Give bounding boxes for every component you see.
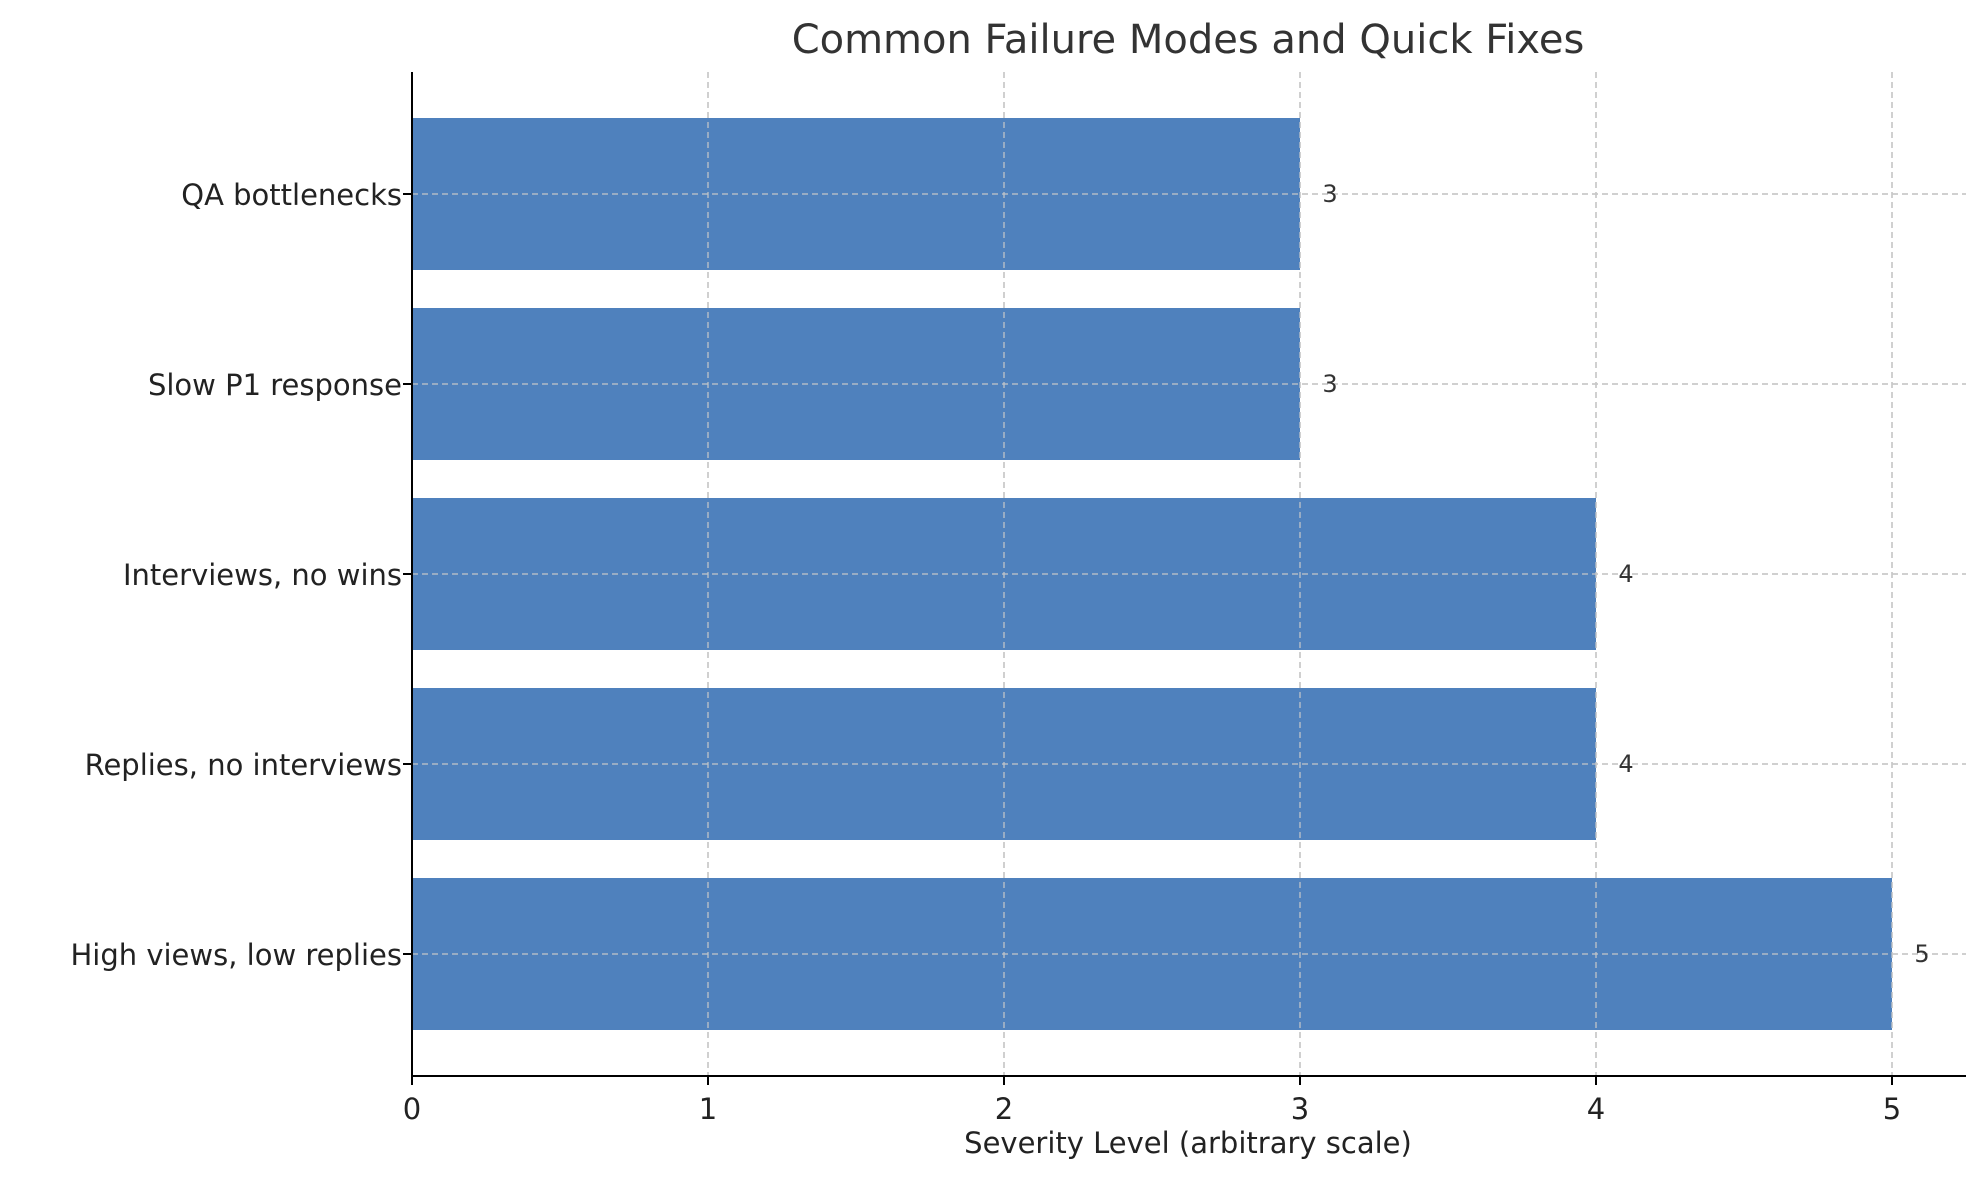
category-label: Replies, no interviews <box>85 748 402 782</box>
category-label: QA bottlenecks <box>181 178 402 212</box>
bar-value-label: 5 <box>1914 940 1929 968</box>
category-label: High views, low replies <box>70 938 402 972</box>
x-axis-label: Severity Level (arbitrary scale) <box>964 1126 1412 1160</box>
x-tick-label: 0 <box>403 1092 421 1126</box>
bar-value-label: 3 <box>1322 370 1337 398</box>
x-ticks: 0 1 2 3 4 5 <box>403 1076 1901 1126</box>
x-tick-label: 4 <box>1587 1092 1605 1126</box>
category-label: Slow P1 response <box>148 368 402 402</box>
chart-title: Common Failure Modes and Quick Fixes <box>792 17 1585 63</box>
bar-value-label: 4 <box>1618 750 1633 778</box>
x-tick-label: 3 <box>1291 1092 1309 1126</box>
bar-value-label: 3 <box>1322 180 1337 208</box>
value-labels: 5 4 4 3 3 <box>412 72 1966 1076</box>
category-labels: High views, low replies Replies, no inter… <box>70 178 412 972</box>
x-tick-label: 2 <box>995 1092 1013 1126</box>
bar-value-label: 4 <box>1618 560 1633 588</box>
x-tick-label: 1 <box>699 1092 717 1126</box>
category-label: Interviews, no wins <box>123 558 402 592</box>
x-tick-label: 5 <box>1883 1092 1901 1126</box>
